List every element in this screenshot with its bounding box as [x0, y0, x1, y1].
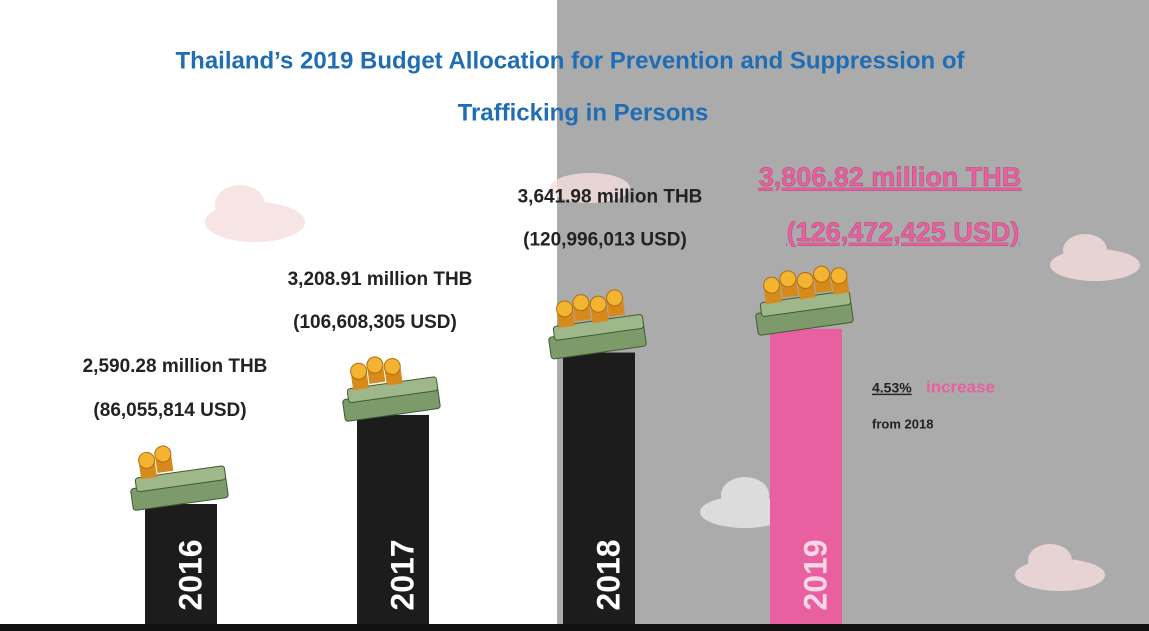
usd-label: (126,472,425 USD) [787, 217, 1020, 247]
chart-subtitle: Trafficking in Persons [458, 99, 709, 126]
value-label: 2,590.28 million THB [83, 356, 268, 377]
coin [383, 358, 401, 376]
coin [813, 265, 831, 283]
value-label: 3,208.91 million THB [288, 269, 473, 290]
bars: 2016 2,590.28 million THB (86,055,814 USD)… [83, 162, 1022, 625]
coin [796, 271, 814, 289]
money-stack [548, 289, 647, 360]
money-stack [755, 265, 854, 336]
annotation-word: increase [926, 377, 995, 396]
coin [556, 300, 574, 318]
year-label: 2017 [384, 539, 420, 610]
coin [350, 362, 368, 380]
coin [779, 270, 797, 288]
year-label: 2018 [590, 539, 626, 610]
value-label: 3,641.98 million THB [518, 187, 703, 208]
bar [563, 352, 635, 625]
usd-label: (120,996,013 USD) [523, 230, 687, 251]
annotation-note: from 2018 [872, 416, 933, 431]
usd-label: (106,608,305 USD) [293, 312, 457, 333]
usd-label: (86,055,814 USD) [93, 400, 246, 421]
money-stack [342, 356, 441, 422]
money-stack [130, 445, 229, 511]
annotation-change: 4.53% [872, 380, 912, 396]
baseline [0, 624, 1149, 631]
cloud-gray [700, 477, 790, 528]
year-label: 2016 [172, 539, 208, 610]
year-label: 2019 [797, 539, 833, 610]
bar [145, 503, 217, 625]
coin [154, 445, 172, 463]
coin [606, 289, 624, 307]
coin [138, 451, 156, 469]
value-label: 3,806.82 million THB [759, 162, 1022, 192]
coin [366, 356, 384, 374]
coin [763, 276, 781, 294]
bar [770, 328, 842, 625]
clouds [205, 173, 1140, 591]
bar [357, 414, 429, 625]
bill [134, 465, 227, 493]
coin [830, 267, 848, 285]
coin [589, 295, 607, 313]
coin [572, 294, 590, 312]
chart-title: Thailand’s 2019 Budget Allocation for Pr… [176, 47, 966, 74]
